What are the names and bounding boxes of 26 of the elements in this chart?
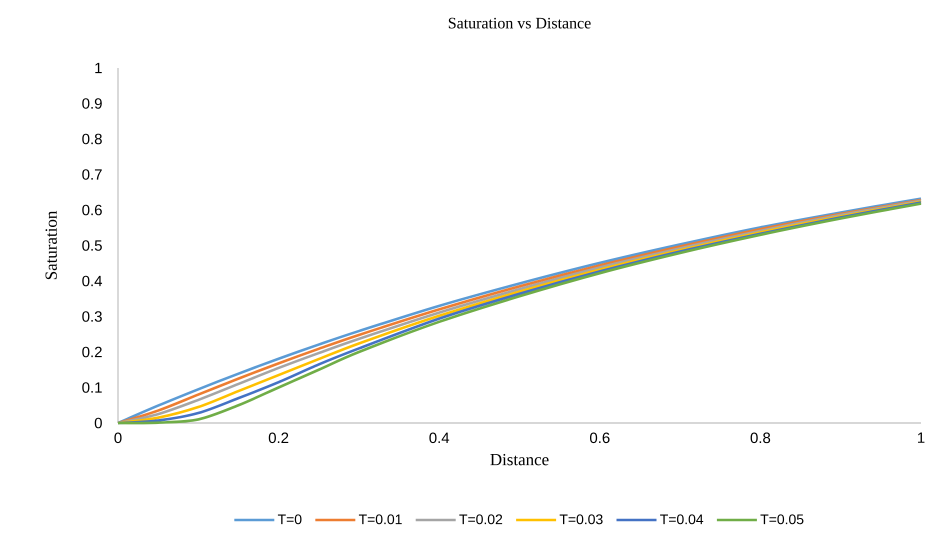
y-tick-label: 0.5 <box>82 240 102 251</box>
legend-label: T=0.02 <box>459 514 502 524</box>
y-tick-label: 0.9 <box>82 98 102 109</box>
y-axis-title: Saturation <box>45 210 57 280</box>
y-tick-label: 0.6 <box>82 204 102 216</box>
x-tick-label: 0.2 <box>268 432 288 444</box>
y-tick-label: 1 <box>95 62 102 74</box>
x-axis-title: Distance <box>490 454 549 466</box>
y-tick-label: 0.2 <box>82 346 102 358</box>
x-tick-label: 1 <box>918 432 924 443</box>
chart-title: Saturation vs Distance <box>448 18 591 28</box>
x-tick-label: 0.6 <box>590 432 610 444</box>
y-tick-label: 0.8 <box>82 134 102 144</box>
y-tick-label: 0.4 <box>82 276 102 286</box>
legend-label: T=0.05 <box>760 514 804 524</box>
y-tick-label: 0 <box>94 418 102 428</box>
x-tick-label: 0 <box>114 432 122 444</box>
y-tick-label: 0.7 <box>82 169 102 180</box>
legend-label: T=0.01 <box>358 514 402 524</box>
y-tick-label: 0.1 <box>82 382 102 393</box>
y-tick-label: 0.3 <box>82 311 102 322</box>
x-tick-label: 0.8 <box>750 432 770 444</box>
legend-label: T=0.04 <box>660 514 704 524</box>
x-tick-label: 0.4 <box>429 432 450 444</box>
legend-label: T=0 <box>278 514 302 524</box>
legend-label: T=0.03 <box>560 514 603 524</box>
